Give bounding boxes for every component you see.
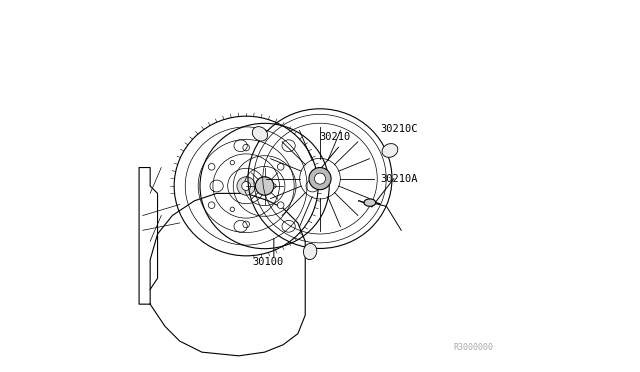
Text: 30210: 30210 xyxy=(319,132,350,142)
Circle shape xyxy=(255,177,274,195)
Ellipse shape xyxy=(382,144,398,157)
Circle shape xyxy=(309,167,331,190)
Circle shape xyxy=(208,163,215,170)
Ellipse shape xyxy=(364,199,376,206)
Circle shape xyxy=(208,202,215,209)
Circle shape xyxy=(277,163,284,170)
Ellipse shape xyxy=(303,243,317,260)
Text: R3000000: R3000000 xyxy=(454,343,493,352)
Text: 30210C: 30210C xyxy=(381,125,418,134)
Circle shape xyxy=(243,221,250,228)
Circle shape xyxy=(277,202,284,209)
Circle shape xyxy=(242,182,251,190)
Circle shape xyxy=(314,173,326,184)
Circle shape xyxy=(237,177,255,195)
Ellipse shape xyxy=(252,126,268,141)
Circle shape xyxy=(243,144,250,151)
Text: 30100: 30100 xyxy=(252,257,283,267)
Text: 30210A: 30210A xyxy=(381,174,418,184)
